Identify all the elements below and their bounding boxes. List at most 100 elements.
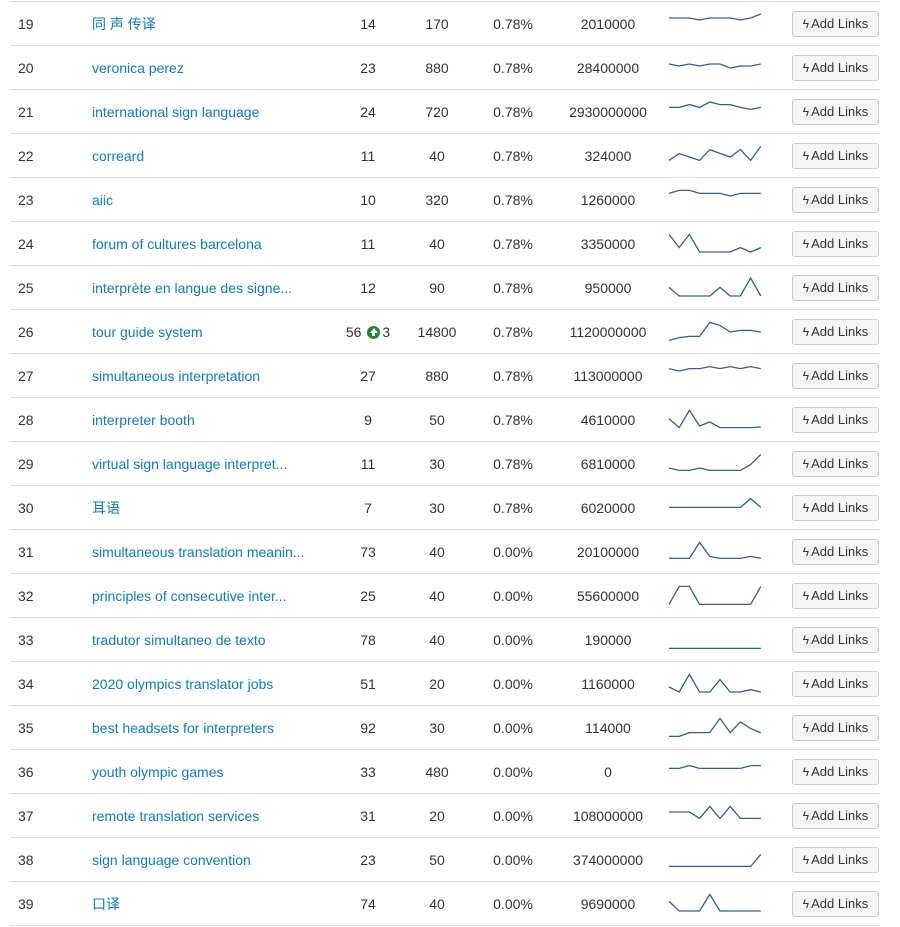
keyword-link[interactable]: tradutor simultaneo de texto [92, 631, 266, 648]
keyword-link[interactable]: 口译 [92, 895, 120, 912]
bolt-icon: ϟ [802, 324, 810, 339]
share-cell: 0.78% [493, 103, 533, 120]
table-row: 22 correard 11 40 0.78% 324000 ϟ Add Link… [10, 133, 880, 178]
add-links-button[interactable]: ϟ Add Links [792, 846, 879, 873]
results-cell: 190000 [584, 631, 632, 648]
share-cell: 0.78% [493, 411, 533, 428]
keyword-link[interactable]: aiic [92, 191, 114, 208]
keyword-link[interactable]: youth olympic games [92, 763, 224, 780]
add-links-button[interactable]: ϟ Add Links [792, 274, 879, 301]
add-links-button[interactable]: ϟ Add Links [792, 758, 879, 785]
rank-cell: 36 [18, 763, 34, 780]
keyword-link[interactable]: correard [92, 147, 145, 164]
table-row: 24 forum of cultures barcelona 11 40 0.7… [10, 221, 880, 266]
add-links-button[interactable]: ϟ Add Links [792, 494, 879, 521]
keywords-table: 19 同 声 传译 14 170 0.78% 2010000 ϟ Add Link… [10, 1, 880, 926]
keyword-link[interactable]: remote translation services [92, 807, 260, 824]
share-cell: 0.00% [493, 895, 533, 912]
position-change: 3 [382, 323, 391, 340]
trend-cell [660, 574, 788, 618]
add-links-button[interactable]: ϟ Add Links [792, 802, 879, 829]
position-value: 11 [360, 235, 376, 252]
table-row: 29 virtual sign language interpret... 11… [10, 441, 880, 486]
add-links-button[interactable]: ϟ Add Links [792, 450, 879, 477]
trend-cell [660, 266, 788, 310]
position-value: 12 [360, 279, 376, 296]
position-value: 25 [360, 587, 376, 604]
keyword-link[interactable]: veronica perez [92, 59, 184, 76]
position-cell: 11 [332, 442, 404, 486]
trend-sparkline [669, 540, 761, 559]
share-cell: 0.78% [493, 455, 533, 472]
sparkline-line [668, 672, 761, 693]
keyword-link[interactable]: 2020 olympics translator jobs [92, 675, 274, 692]
add-links-button[interactable]: ϟ Add Links [792, 670, 879, 697]
add-links-button[interactable]: ϟ Add Links [792, 538, 879, 565]
add-links-button[interactable]: ϟ Add Links [792, 10, 879, 37]
results-cell: 9690000 [580, 895, 636, 912]
add-links-button[interactable]: ϟ Add Links [792, 142, 879, 169]
keyword-link[interactable]: simultaneous translation meanin... [92, 543, 305, 560]
keyword-link[interactable]: 同 声 传译 [92, 15, 156, 32]
keyword-link[interactable]: virtual sign language interpret... [92, 455, 288, 472]
sparkline-line [669, 497, 762, 508]
bolt-icon: ϟ [802, 500, 810, 515]
bolt-icon: ϟ [802, 896, 810, 911]
add-links-button[interactable]: ϟ Add Links [792, 890, 879, 917]
position-value: 92 [360, 719, 376, 736]
keyword-link[interactable]: interprète en langue des signe... [92, 279, 293, 296]
keyword-link[interactable]: forum of cultures barcelona [92, 235, 262, 252]
results-cell: 3350000 [580, 235, 636, 252]
share-cell: 0.78% [493, 279, 533, 296]
add-links-button[interactable]: ϟ Add Links [792, 626, 879, 653]
add-links-button[interactable]: ϟ Add Links [792, 362, 879, 389]
position-cell: 14 [332, 2, 404, 46]
volume-cell: 40 [429, 587, 445, 604]
bolt-icon: ϟ [802, 280, 810, 295]
results-cell: 4610000 [580, 411, 636, 428]
results-cell: 114000 [585, 719, 631, 736]
bolt-icon: ϟ [802, 720, 810, 735]
bolt-icon: ϟ [802, 60, 810, 75]
add-links-button[interactable]: ϟ Add Links [792, 230, 879, 257]
add-links-button[interactable]: ϟ Add Links [792, 98, 879, 125]
results-cell: 113000000 [573, 367, 643, 384]
add-links-label: Add Links [811, 367, 869, 383]
keyword-link[interactable]: 耳语 [92, 499, 120, 516]
keyword-link[interactable]: sign language convention [92, 851, 251, 868]
keyword-link[interactable]: tour guide system [92, 323, 203, 340]
bolt-icon: ϟ [802, 412, 810, 427]
position-cell: 78 [332, 618, 404, 662]
trend-sparkline [668, 232, 762, 253]
add-links-button[interactable]: ϟ Add Links [792, 582, 879, 609]
keyword-link[interactable]: best headsets for interpreters [92, 719, 275, 736]
results-cell: 950000 [584, 279, 632, 296]
table-row: 28 interpreter booth 9 50 0.78% 4610000 … [10, 397, 880, 442]
add-links-button[interactable]: ϟ Add Links [792, 54, 879, 81]
bolt-icon: ϟ [802, 544, 810, 559]
rank-cell: 37 [18, 807, 34, 824]
share-cell: 0.00% [493, 631, 533, 648]
position-cell: 10 [332, 178, 404, 222]
trend-cell [660, 442, 788, 486]
rank-cell: 29 [18, 455, 34, 472]
position-cell: 24 [332, 90, 404, 134]
position-cell: 27 [332, 354, 404, 398]
bolt-icon: ϟ [802, 236, 810, 251]
add-links-button[interactable]: ϟ Add Links [792, 186, 879, 213]
position-cell: 31 [332, 794, 404, 838]
volume-cell: 90 [429, 279, 445, 296]
position-cell: 11 [332, 222, 404, 266]
keyword-link[interactable]: interpreter booth [92, 411, 195, 428]
add-links-button[interactable]: ϟ Add Links [792, 406, 879, 433]
trend-sparkline [669, 12, 762, 21]
add-links-button[interactable]: ϟ Add Links [792, 318, 879, 345]
rank-cell: 23 [18, 191, 34, 208]
position-value: 74 [360, 895, 376, 912]
add-links-label: Add Links [811, 279, 869, 295]
keyword-link[interactable]: principles of consecutive inter... [92, 587, 287, 604]
keyword-link[interactable]: international sign language [92, 103, 260, 120]
add-links-button[interactable]: ϟ Add Links [792, 714, 879, 741]
position-value: 31 [360, 807, 376, 824]
keyword-link[interactable]: simultaneous interpretation [92, 367, 261, 384]
